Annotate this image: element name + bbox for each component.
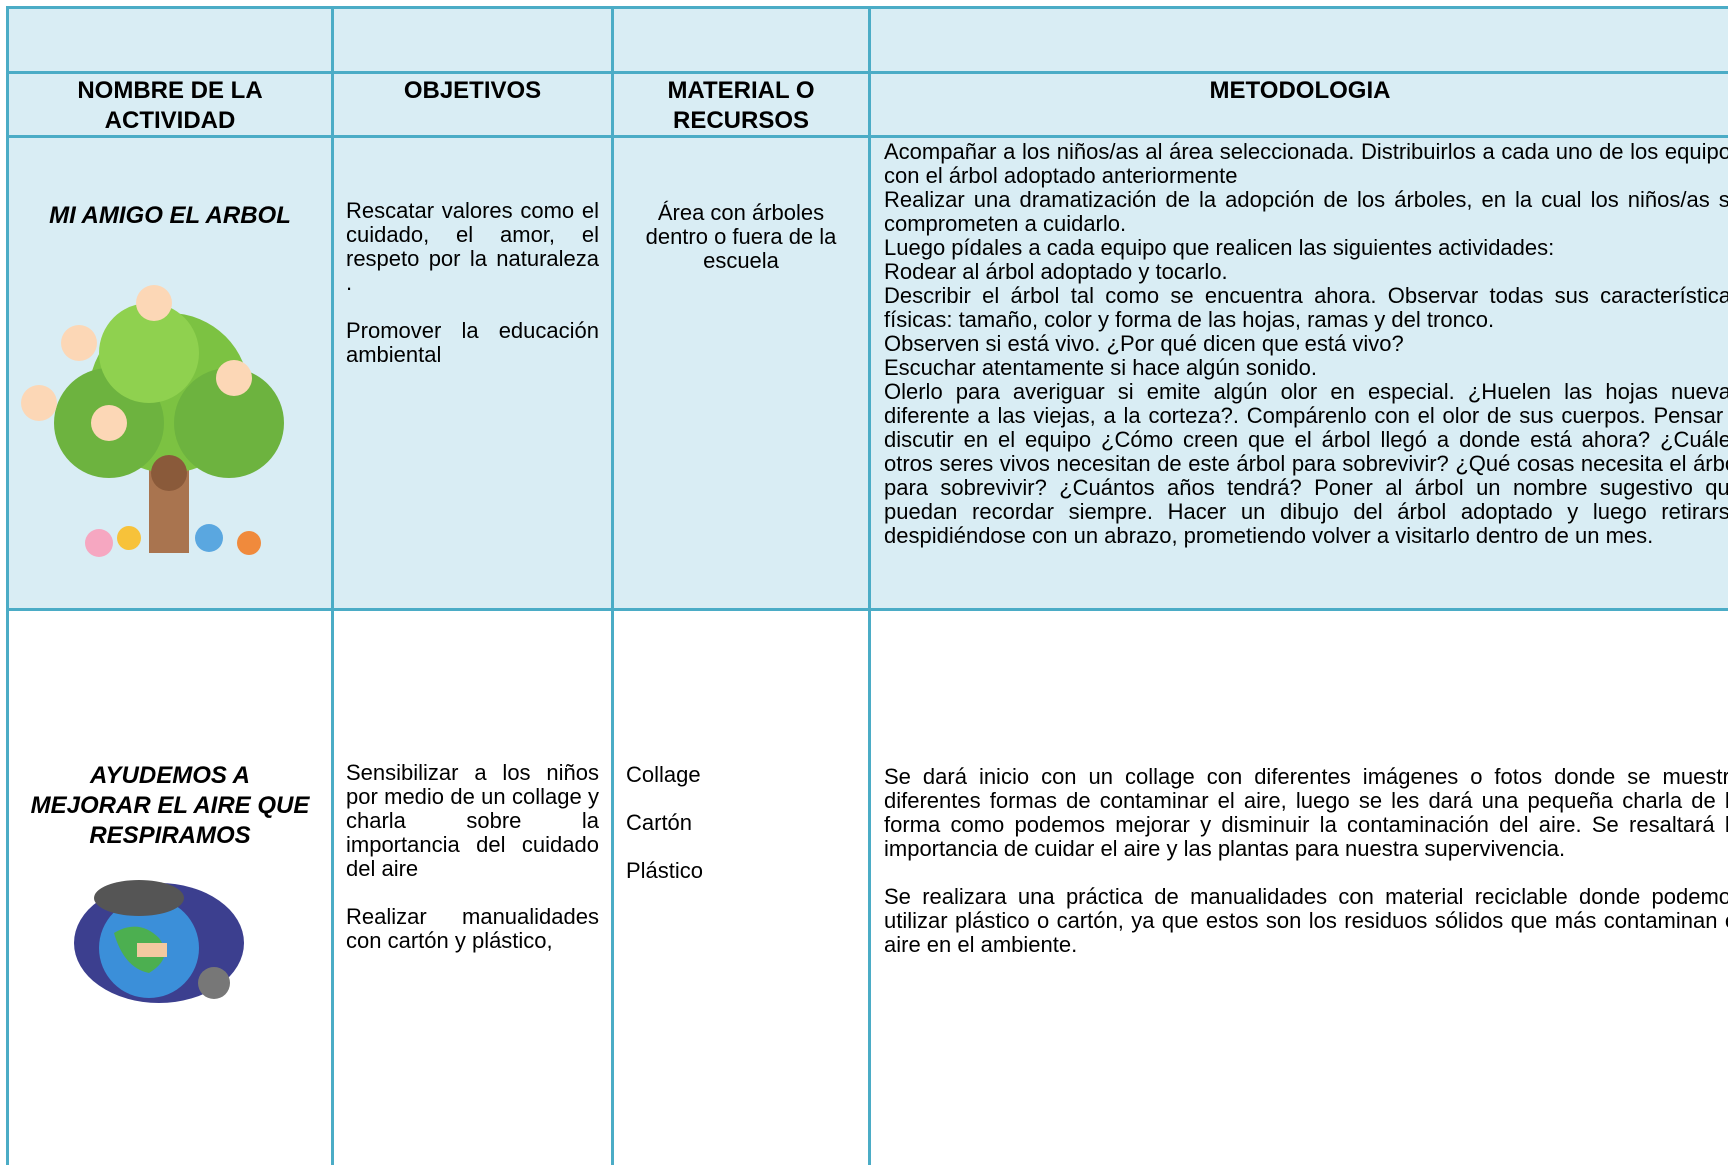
earth-illustration [74,880,244,1003]
activity-name: AYUDEMOS A MEJORAR EL AIRE QUE RESPIRAMO… [30,762,310,849]
header-cell: OBJETIVOS [334,74,614,138]
empty-cell [614,9,871,74]
name-cell: MI AMIGO EL ARBOL [9,138,334,611]
objectives-cell: Rescatar valores como el cuidado, el amo… [334,138,614,611]
paragraph: Collage [626,762,701,787]
methodology-text: Acompañar a los niños/as al área selecci… [871,138,1728,548]
empty-cell [871,9,1728,74]
materials-cell: Área con árboles dentro o fuera de la es… [614,138,871,611]
header-cell: MATERIAL O RECURSOS [614,74,871,138]
paragraph: Luego pídales a cada equipo que realicen… [884,235,1555,260]
paragraph: Observen si está vivo. ¿Por qué dicen qu… [884,331,1404,356]
paragraph: Describir el árbol tal como se encuentra… [884,283,1728,332]
paragraph: Sensibilizar a los niños por medio de un… [346,760,599,881]
paragraph: Olerlo para averiguar si emite algún olo… [884,379,1728,548]
paragraph: Rescatar valores como el cuidado, el amo… [346,198,599,295]
paragraph: Acompañar a los niños/as al área selecci… [884,139,1728,188]
paragraph: Escuchar atentamente si hace algún sonid… [884,355,1317,380]
empty-cell [334,9,614,74]
activity-table: NOMBRE DE LA ACTIVIDAD OBJETIVOS MATERIA… [6,6,1728,1165]
tree-illustration [21,285,284,557]
header-text: NOMBRE DE LA ACTIVIDAD [77,77,263,134]
paragraph: Promover la educación ambiental [346,318,599,367]
materials-cell: Collage Cartón Plástico [614,611,871,1165]
name-cell: AYUDEMOS A MEJORAR EL AIRE QUE RESPIRAMO… [9,611,334,1165]
paragraph: Se realizara una práctica de manualidade… [884,884,1728,957]
paragraph: Se dará inicio con un collage con difere… [884,764,1728,861]
paragraph: Plástico [626,858,704,883]
paragraph: Realizar una dramatización de la adopció… [884,187,1728,236]
header-cell: METODOLOGIA [871,74,1728,138]
paragraph: Cartón [626,810,693,835]
header-text: MATERIAL O RECURSOS [667,77,815,134]
header-cell: NOMBRE DE LA ACTIVIDAD [9,74,334,138]
header-text: OBJETIVOS [403,77,542,104]
methodology-cell: Se dará inicio con un collage con difere… [871,611,1728,1165]
methodology-text: Se dará inicio con un collage con difere… [871,763,1728,957]
header-text: METODOLOGIA [1209,77,1391,104]
objectives-cell: Sensibilizar a los niños por medio de un… [334,611,614,1165]
activity-name: MI AMIGO EL ARBOL [49,202,291,229]
paragraph: Área con árboles dentro o fuera de la es… [645,200,837,273]
paragraph: Realizar manualidades con cartón y plást… [346,904,599,953]
methodology-cell: Acompañar a los niños/as al área selecci… [871,138,1728,611]
empty-cell [9,9,334,74]
paragraph: Rodear al árbol adoptado y tocarlo. [884,259,1228,284]
